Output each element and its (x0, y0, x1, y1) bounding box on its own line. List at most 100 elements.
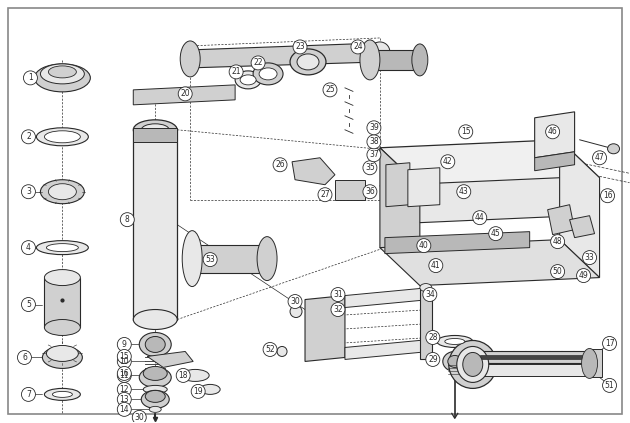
Text: 33: 33 (585, 253, 595, 262)
Text: 43: 43 (459, 187, 469, 196)
Circle shape (546, 125, 559, 139)
Circle shape (351, 40, 365, 54)
Ellipse shape (297, 54, 319, 70)
Text: 10: 10 (120, 357, 129, 366)
Text: 45: 45 (491, 229, 501, 238)
Ellipse shape (139, 332, 171, 357)
Bar (45, 277, 81, 327)
Ellipse shape (143, 366, 167, 380)
Polygon shape (134, 85, 235, 105)
Ellipse shape (449, 341, 496, 388)
Text: 47: 47 (595, 153, 604, 162)
Circle shape (117, 382, 131, 396)
Text: 18: 18 (178, 371, 188, 380)
Text: 13: 13 (120, 395, 129, 404)
Text: 51: 51 (605, 381, 614, 390)
Bar (480, 355, 590, 360)
Text: 5: 5 (26, 300, 31, 309)
Circle shape (583, 250, 597, 265)
Circle shape (363, 185, 377, 199)
Text: 30: 30 (134, 413, 144, 422)
Ellipse shape (277, 346, 287, 357)
Ellipse shape (45, 388, 81, 401)
Circle shape (417, 239, 431, 253)
Circle shape (551, 235, 564, 249)
Circle shape (367, 148, 381, 162)
Text: 52: 52 (265, 345, 275, 354)
Circle shape (600, 189, 614, 203)
Circle shape (132, 410, 146, 423)
Ellipse shape (37, 128, 88, 146)
Text: 27: 27 (320, 190, 329, 199)
Ellipse shape (443, 352, 467, 371)
Circle shape (367, 121, 381, 135)
Circle shape (251, 56, 265, 70)
Bar (590, 349, 602, 377)
Text: 48: 48 (553, 237, 563, 246)
Text: 53: 53 (205, 255, 215, 264)
Bar (192, 244, 267, 272)
Polygon shape (190, 43, 380, 68)
Ellipse shape (141, 390, 169, 408)
Ellipse shape (445, 338, 465, 344)
Text: 9: 9 (122, 340, 127, 349)
Polygon shape (535, 152, 575, 171)
Text: 34: 34 (425, 290, 435, 299)
Text: 28: 28 (428, 333, 438, 342)
Text: 11: 11 (120, 371, 129, 380)
Polygon shape (559, 140, 600, 277)
Ellipse shape (457, 346, 489, 382)
Ellipse shape (180, 41, 200, 77)
Ellipse shape (581, 349, 598, 379)
Circle shape (117, 393, 131, 407)
Circle shape (117, 349, 131, 363)
Ellipse shape (290, 305, 302, 318)
Ellipse shape (146, 336, 165, 352)
Text: 25: 25 (325, 85, 335, 94)
Circle shape (426, 330, 440, 344)
Text: 37: 37 (369, 150, 379, 159)
Circle shape (191, 385, 205, 398)
Circle shape (293, 40, 307, 54)
Ellipse shape (200, 385, 220, 394)
Circle shape (576, 269, 590, 283)
Bar (472, 352, 593, 363)
Polygon shape (535, 112, 575, 158)
Bar (134, 130, 177, 319)
Text: 3: 3 (26, 187, 31, 196)
Circle shape (18, 351, 32, 365)
Text: 22: 22 (253, 58, 263, 67)
Polygon shape (385, 232, 530, 254)
Ellipse shape (49, 66, 76, 78)
Polygon shape (292, 158, 335, 185)
Polygon shape (380, 240, 600, 286)
Circle shape (21, 185, 35, 199)
Text: 31: 31 (333, 290, 343, 299)
Circle shape (367, 135, 381, 149)
Ellipse shape (37, 241, 88, 255)
Ellipse shape (45, 131, 81, 143)
Ellipse shape (463, 352, 483, 376)
Ellipse shape (290, 49, 326, 75)
Ellipse shape (240, 75, 256, 85)
Text: 35: 35 (365, 163, 375, 172)
Ellipse shape (42, 346, 83, 368)
Text: 23: 23 (295, 42, 305, 52)
Circle shape (273, 158, 287, 172)
Circle shape (263, 343, 277, 357)
Ellipse shape (412, 44, 428, 76)
Polygon shape (380, 148, 420, 260)
Ellipse shape (47, 244, 78, 252)
Text: 42: 42 (443, 157, 452, 166)
Text: 30: 30 (290, 297, 300, 306)
Circle shape (551, 265, 564, 279)
Circle shape (593, 151, 607, 165)
Ellipse shape (257, 236, 277, 280)
Text: 41: 41 (431, 261, 440, 270)
Circle shape (331, 302, 345, 316)
Text: 19: 19 (193, 387, 203, 396)
Text: 38: 38 (369, 137, 379, 146)
Circle shape (323, 83, 337, 97)
Circle shape (426, 352, 440, 366)
Text: 8: 8 (125, 215, 130, 224)
